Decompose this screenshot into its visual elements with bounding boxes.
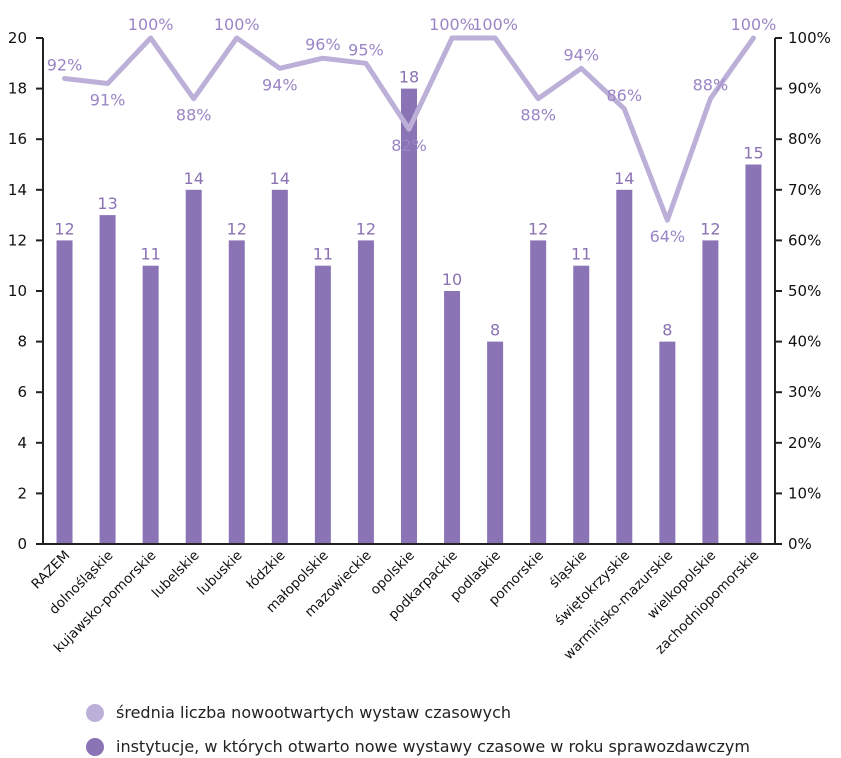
line-value-label: 94% [262,75,298,94]
bar-value-label: 12 [528,219,548,238]
bar [185,189,202,545]
x-category-label: lubuskie [194,548,245,599]
y-right-tick-label: 70% [788,181,821,199]
bar [444,291,461,544]
line-value-label: 100% [731,15,777,34]
bar-value-label: 11 [140,245,160,264]
y-left-tick-label: 0 [17,535,27,553]
line-value-label: 86% [607,86,643,105]
y-right-tick-label: 20% [788,434,821,452]
bars-layer [56,88,762,545]
bar [99,215,116,544]
legend-bar-marker [86,737,104,756]
y-right-tick-label: 90% [788,80,821,98]
bar-value-label: 11 [313,245,333,264]
legend-bar-label: instytucje, w których otwarto nowe wysta… [116,737,750,756]
y-left-tick-label: 18 [8,80,27,98]
y-left-tick-label: 8 [17,333,27,351]
bar [228,240,245,544]
y-right-tick-label: 80% [788,130,821,148]
line-value-label: 91% [90,91,126,110]
bar-value-label: 11 [571,245,591,264]
legend-line-label: średnia liczba nowootwartych wystaw czas… [116,703,512,722]
x-category-label: lubelskie [149,548,203,602]
y-right-tick-label: 50% [788,282,821,300]
y-right-tick-label: 60% [788,231,821,249]
line-value-label: 94% [563,45,599,64]
y-left-tick-label: 12 [8,231,27,249]
legend-item-line: średnia liczba nowootwartych wystaw czas… [86,703,511,722]
x-category-label: świętokrzyskie [552,548,633,629]
y-right-tick-label: 10% [788,484,821,502]
y-left-tick-label: 20 [8,29,27,47]
bar-value-label: 14 [270,169,290,188]
bar-value-label: 10 [442,270,462,289]
bar-value-label: 8 [490,321,500,340]
bar-value-label: 8 [662,321,672,340]
line-value-label: 100% [429,15,475,34]
bar-value-label: 18 [399,68,419,87]
y-left-tick-label: 10 [8,282,27,300]
bar [659,341,676,544]
y-left-tick-label: 16 [8,130,27,148]
bar [573,265,590,544]
bar [314,265,331,544]
line-value-label: 64% [650,227,686,246]
line-value-label: 92% [47,55,83,74]
bar [401,88,417,544]
bar [616,189,633,545]
bar [357,240,374,544]
y-left-tick-label: 4 [17,434,27,452]
line-value-label: 88% [176,106,212,125]
labels-layer: 12 13 11 14 12 14 11 12 18 10 8 12 11 14 8 12 15 92% 91% 10… [47,15,777,340]
bar-value-label: 14 [184,169,204,188]
bar-value-label: 14 [614,169,634,188]
bar [530,240,547,544]
bar-value-label: 13 [97,194,117,213]
y-right-tick-label: 0% [788,535,812,553]
bar [702,240,719,544]
line-value-label: 88% [520,106,556,125]
line-value-label: 88% [693,76,729,95]
y-left-tick-label: 6 [17,383,27,401]
line-layer [62,35,756,223]
line-value-label: 96% [305,35,341,54]
y-left-tick-label: 14 [8,181,27,199]
bar-value-label: 15 [743,144,763,163]
line-value-label: 100% [472,15,518,34]
bar [142,265,159,544]
bar-value-label: 12 [227,219,247,238]
line-series [62,35,756,223]
bar [745,164,762,544]
y-right-tick-label: 100% [788,29,831,47]
y-right-tick-label: 40% [788,333,821,351]
bar [487,341,504,544]
line-value-label: 100% [214,15,260,34]
bar-value-label: 12 [54,219,74,238]
bar-value-label: 12 [356,219,376,238]
bar [56,240,73,544]
legend-item-bar: instytucje, w których otwarto nowe wysta… [86,737,750,756]
bar-value-label: 12 [700,219,720,238]
bar [271,189,288,545]
line-value-label: 100% [128,15,174,34]
legend-line-marker [86,703,104,722]
combo-chart: 0 2 4 6 8 10 12 14 16 18 20 0% 10% 20% 30% 40% 50% 60% 70%… [8,15,831,663]
line-value-label: 82% [391,136,427,155]
line-value-label: 95% [348,40,384,59]
y-right-tick-label: 30% [788,383,821,401]
y-left-tick-label: 2 [17,484,27,502]
